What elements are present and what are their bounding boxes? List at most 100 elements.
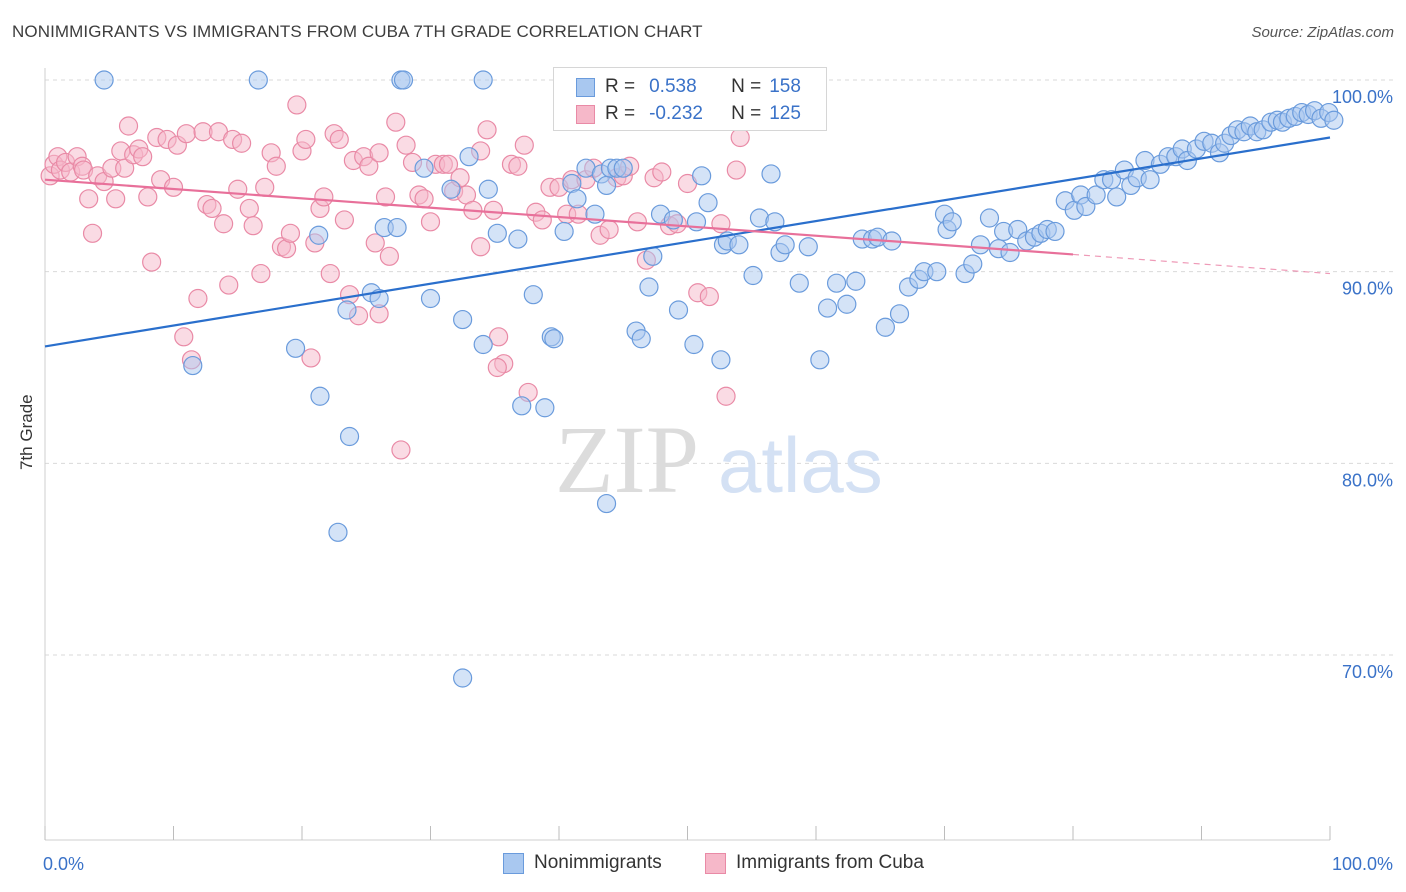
blue-swatch: [503, 852, 524, 874]
source-label: Source: ZipAtlas.com: [1251, 24, 1394, 41]
nonimmigrants-point: [761, 164, 781, 184]
nonimmigrants-point: [512, 396, 532, 416]
nonimmigrants-point: [420, 288, 441, 309]
y-tick-label: 70.0%: [1342, 662, 1393, 682]
nonimmigrants-point: [810, 350, 830, 370]
immigrants-point: [730, 127, 750, 148]
nonimmigrants-point: [639, 277, 659, 297]
nonimmigrants-point: [309, 225, 329, 245]
nonimmigrants-point: [1000, 242, 1020, 263]
immigrants-point: [118, 116, 139, 136]
watermark-atlas: atlas: [718, 421, 883, 509]
nonimmigrants-point: [393, 70, 414, 90]
immigrants-points: [40, 95, 750, 460]
watermark: ZIP atlas: [555, 406, 883, 513]
n-value: 158: [769, 76, 801, 97]
nonimmigrants-point: [453, 309, 473, 330]
immigrants-point: [396, 135, 416, 155]
y-tick-labels: 70.0% 80.0% 90.0% 100.0%: [1332, 87, 1393, 682]
n-value: 125: [769, 103, 801, 124]
immigrants-point: [255, 177, 275, 197]
immigrants-trend-extension: [1072, 253, 1331, 275]
immigrants-point: [652, 162, 672, 182]
nonimmigrants-point: [310, 386, 330, 406]
immigrants-point: [219, 275, 239, 295]
nonimmigrants-point: [826, 273, 847, 293]
immigrants-point: [365, 233, 385, 253]
immigrants-point: [243, 216, 263, 236]
nonimmigrants-point: [789, 273, 809, 293]
nonimmigrants-point: [1086, 185, 1106, 205]
legend-item-nonimmigrants: Nonimmigrants: [503, 852, 662, 874]
nonimmigrants-point: [798, 237, 818, 257]
immigrants-point: [508, 156, 528, 176]
immigrants-point: [163, 177, 184, 197]
nonimmigrants-point: [743, 265, 763, 286]
nonimmigrants-point: [1107, 187, 1127, 207]
immigrants-point: [79, 189, 99, 209]
immigrants-point: [176, 124, 196, 144]
nonimmigrants-trend-line: [44, 136, 1331, 348]
immigrants-point: [375, 187, 396, 207]
legend-row-immigrants: R = -0.232 N = 125: [576, 102, 801, 126]
nonimmigrants-point: [478, 179, 498, 199]
r-value: -0.232: [649, 103, 703, 124]
legend-label: Nonimmigrants: [534, 852, 662, 873]
nonimmigrants-point: [817, 298, 838, 318]
nonimmigrants-point: [535, 398, 555, 418]
nonimmigrants-point: [567, 189, 587, 209]
immigrants-point: [716, 386, 736, 406]
immigrants-point: [726, 160, 746, 180]
nonimmigrants-point: [1324, 110, 1344, 130]
immigrants-point: [82, 223, 103, 243]
nonimmigrants-point: [970, 235, 991, 255]
y-tick-label: 100.0%: [1332, 87, 1393, 107]
nonimmigrants-point: [927, 262, 947, 282]
legend-label: Immigrants from Cuba: [736, 852, 924, 873]
nonimmigrants-point: [698, 193, 718, 213]
immigrants-point: [232, 133, 252, 153]
nonimmigrants-point: [94, 70, 114, 90]
immigrants-trend-line: [44, 178, 1074, 256]
nonimmigrants-point: [1045, 221, 1065, 242]
nonimmigrants-point: [414, 158, 434, 178]
n-label: N =: [731, 76, 762, 97]
immigrants-point: [142, 252, 162, 272]
nonimmigrants-point: [328, 522, 348, 542]
blue-swatch: [576, 77, 595, 97]
immigrants-point: [471, 237, 491, 257]
r-label: R =: [605, 103, 636, 124]
immigrants-point: [386, 112, 406, 132]
immigrants-point: [514, 135, 534, 155]
immigrants-point: [379, 246, 399, 266]
nonimmigrants-point: [942, 212, 962, 232]
immigrants-point: [369, 143, 389, 163]
nonimmigrants-point: [711, 350, 731, 370]
nonimmigrants-point: [613, 158, 633, 178]
nonimmigrants-point: [544, 329, 564, 349]
nonimmigrants-point: [596, 175, 617, 196]
correlation-legend: R = 0.538 N = 158 R = -0.232 N = 125: [553, 67, 827, 131]
nonimmigrants-point: [523, 285, 543, 305]
immigrants-point: [599, 219, 619, 240]
immigrants-point: [251, 263, 271, 284]
immigrants-point: [487, 357, 507, 378]
immigrants-point: [420, 212, 441, 232]
nonimmigrants-point: [729, 235, 749, 255]
nonimmigrants-point: [337, 300, 357, 320]
nonimmigrants-point: [889, 304, 910, 324]
x-tick-label-start: 0.0%: [43, 854, 84, 874]
nonimmigrants-point: [473, 70, 493, 90]
immigrants-point: [106, 189, 126, 209]
immigrants-point: [214, 214, 234, 234]
nonimmigrants-point: [1140, 170, 1160, 190]
chart-title: NONIMMIGRANTS VS IMMIGRANTS FROM CUBA 7T…: [12, 22, 703, 41]
r-value: 0.538: [649, 76, 697, 97]
watermark-zip: ZIP: [555, 406, 699, 513]
immigrants-point: [699, 286, 719, 307]
immigrants-point: [483, 200, 504, 220]
nonimmigrants-point: [285, 338, 306, 358]
nonimmigrants-point: [963, 254, 983, 274]
nonimmigrants-point: [183, 355, 203, 376]
nonimmigrants-point: [369, 288, 389, 309]
